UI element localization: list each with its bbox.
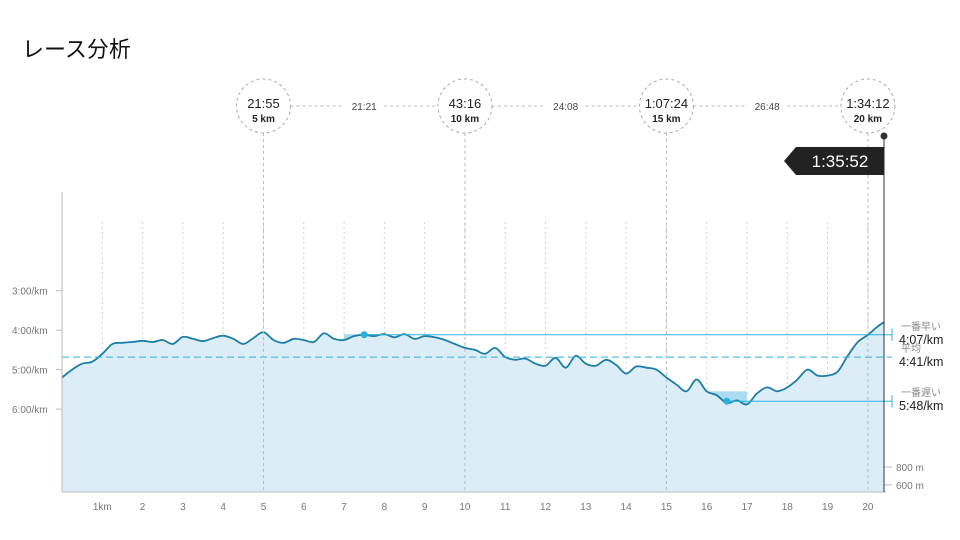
- checkpoint-time: 1:34:12: [846, 96, 889, 111]
- x-tick-label: 15: [661, 502, 673, 513]
- finish-badge-shape: [784, 147, 884, 175]
- x-tick-label: 19: [822, 502, 834, 513]
- x-tick-label: 12: [540, 502, 552, 513]
- x-tick-label: 1km: [93, 502, 112, 513]
- pace-fill-area: [62, 322, 884, 492]
- axes: 1km 2 3 4 5 6 7 8 9 10 11 12 13 14 15 16 17 18 19 20 3:00/km…: [12, 192, 924, 513]
- y-tick-label: 3:00/km: [12, 287, 48, 298]
- finish-dot: [880, 132, 888, 140]
- split-time: 24:08: [553, 102, 578, 113]
- x-tick-label: 16: [701, 502, 713, 513]
- x-tick-label: 10: [459, 502, 471, 513]
- slowest-pace-value: 5:48/km: [899, 399, 943, 413]
- x-tick-label: 7: [341, 502, 347, 513]
- checkpoint-distance: 20 km: [854, 114, 882, 125]
- x-tick-label: 3: [180, 502, 186, 513]
- fastest-pace-marker: [360, 331, 368, 339]
- checkpoint-distance: 10 km: [451, 114, 479, 125]
- finish-time: 1:35:52: [812, 152, 869, 171]
- page-title: レース分析: [22, 37, 131, 62]
- x-tick-label: 13: [580, 502, 592, 513]
- fastest-pace-label: 一番早い: [901, 321, 941, 333]
- checkpoints: 21:55 5 km 21:21 43:16 10 km 24:08 1:07:24 15 k…: [235, 78, 896, 492]
- checkpoint-time: 43:16: [449, 96, 482, 111]
- average-pace-value: 4:41/km: [899, 355, 943, 369]
- x-tick-label: 5: [261, 502, 267, 513]
- x-tick-label: 17: [741, 502, 753, 513]
- x-tick-label: 2: [140, 502, 146, 513]
- slowest-pace-label: 一番遅い: [901, 387, 941, 399]
- split-time: 26:48: [755, 102, 780, 113]
- pace-line: [61, 321, 885, 406]
- x-tick-label: 11: [500, 502, 511, 513]
- fastest-pace-value: 4:07/km: [899, 333, 943, 347]
- checkpoint-distance: 5 km: [252, 114, 275, 125]
- x-tick-label: 9: [422, 502, 428, 513]
- checkpoint-circle: [840, 78, 896, 134]
- average-pace-label: 平均: [901, 343, 921, 355]
- x-tick-label: 6: [301, 502, 307, 513]
- y-tick-label: 6:00/km: [12, 405, 48, 416]
- x-tick-label: 18: [782, 502, 794, 513]
- finish-badge: 1:35:52: [784, 132, 888, 492]
- pace-series: [61, 321, 885, 492]
- x-tick-label: 14: [621, 502, 633, 513]
- reference-lines: [62, 328, 893, 408]
- slowest-pace-marker: [723, 397, 731, 405]
- x-tick-label: 4: [220, 502, 226, 513]
- x-tick-label: 20: [862, 502, 874, 513]
- x-tick-label: 8: [382, 502, 388, 513]
- checkpoint-time: 21:55: [247, 96, 280, 111]
- split-time: 21:21: [352, 102, 377, 113]
- elevation-tick-label: 800 m: [896, 463, 924, 474]
- checkpoint-distance: 15 km: [652, 114, 680, 125]
- y-tick-label: 5:00/km: [12, 366, 48, 377]
- elevation-tick-label: 600 m: [896, 481, 924, 492]
- checkpoint-time: 1:07:24: [645, 96, 688, 111]
- y-tick-label: 4:00/km: [12, 326, 48, 337]
